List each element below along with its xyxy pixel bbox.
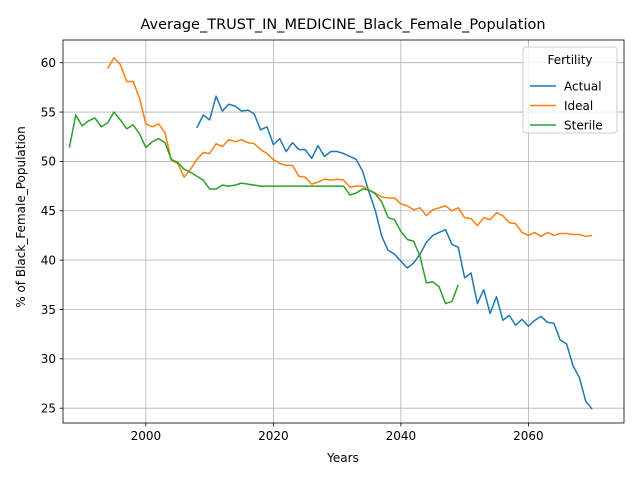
y-tick-label: 25	[41, 401, 56, 415]
legend-label-sterile: Sterile	[564, 118, 603, 132]
x-tick-label: 2040	[386, 429, 417, 443]
legend-label-ideal: Ideal	[564, 99, 593, 113]
y-tick-label: 30	[41, 352, 56, 366]
chart-title: Average_TRUST_IN_MEDICINE_Black_Female_P…	[140, 17, 545, 33]
x-tick-label: 2060	[513, 429, 544, 443]
legend-title: Fertility	[547, 53, 592, 67]
x-tick-label: 2000	[131, 429, 162, 443]
y-tick-label: 55	[41, 105, 56, 119]
x-tick-label: 2020	[258, 429, 289, 443]
legend: Fertility Actual Ideal Sterile	[522, 46, 618, 134]
x-axis-label: Years	[326, 451, 359, 465]
legend-label-actual: Actual	[564, 79, 602, 93]
series-line-sterile	[68, 111, 459, 305]
y-tick-label: 60	[41, 56, 56, 70]
axes-frame	[62, 39, 625, 424]
y-tick-label: 35	[41, 303, 56, 317]
series-line-actual	[196, 95, 593, 410]
y-tick-label: 50	[41, 155, 56, 169]
legend-box	[522, 46, 618, 134]
y-tick-label: 40	[41, 253, 56, 267]
y-axis-label: % of Black_Female_Population	[14, 126, 28, 308]
y-tick-label: 45	[41, 204, 56, 218]
